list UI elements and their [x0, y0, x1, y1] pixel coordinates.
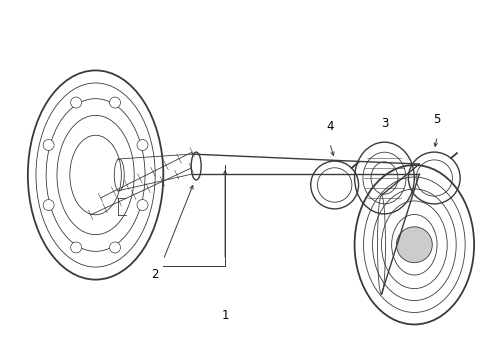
Text: 3: 3 — [381, 117, 388, 130]
Circle shape — [110, 242, 121, 253]
Text: 4: 4 — [326, 120, 333, 133]
Circle shape — [396, 227, 432, 263]
Circle shape — [137, 140, 148, 150]
Text: 5: 5 — [434, 113, 441, 126]
Circle shape — [71, 242, 82, 253]
Circle shape — [137, 199, 148, 211]
Text: 1: 1 — [221, 310, 229, 323]
Circle shape — [43, 140, 54, 150]
Circle shape — [110, 97, 121, 108]
Circle shape — [71, 97, 82, 108]
Text: 2: 2 — [151, 268, 159, 281]
Circle shape — [43, 199, 54, 211]
